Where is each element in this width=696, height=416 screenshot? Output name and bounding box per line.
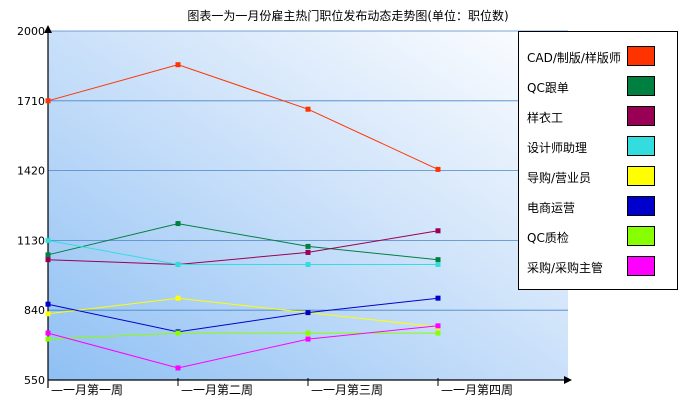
series-line — [47, 239, 438, 265]
data-point — [305, 249, 311, 255]
legend-item: QC跟单 — [527, 76, 672, 98]
y-tick-label: 1710 — [17, 95, 45, 108]
series-line — [47, 297, 439, 328]
legend-swatch — [627, 76, 655, 96]
legend-swatch — [627, 46, 655, 66]
data-point — [435, 323, 441, 329]
legend-item: 电商运营 — [527, 196, 672, 218]
legend-item: 样衣工 — [527, 106, 672, 128]
data-point — [175, 261, 181, 267]
legend: CAD/制版/样版师 QC跟单样衣工设计师助理导购/营业员 电商运营 QC质检采购/采… — [518, 31, 678, 290]
data-point — [45, 98, 51, 104]
data-point — [435, 261, 441, 267]
data-point — [175, 330, 181, 336]
series-line — [47, 297, 439, 333]
data-point — [45, 237, 51, 243]
y-tick-label: 2000 — [17, 25, 45, 38]
x-tick-label: —一月第三周 — [311, 383, 383, 397]
legend-swatch — [627, 256, 655, 276]
data-point — [175, 295, 181, 301]
y-tick-label: 1130 — [17, 234, 45, 247]
x-tick-label: —一月第二周 — [181, 383, 253, 397]
legend-label: QC跟单 — [527, 81, 569, 95]
legend-item: 导购/营业员 — [527, 166, 672, 188]
legend-label: 样衣工 — [527, 111, 564, 125]
legend-swatch — [627, 166, 655, 186]
legend-label: 电商运营 — [527, 201, 576, 215]
legend-label: QC质检 — [527, 231, 569, 245]
x-tick-label: —一月第四周 — [441, 383, 513, 397]
legend-swatch — [627, 226, 655, 246]
data-point — [45, 311, 51, 317]
legend-label: 设计师助理 — [527, 141, 588, 155]
data-point — [175, 221, 181, 227]
legend-label: 导购/营业员 — [527, 171, 592, 185]
legend-item: 设计师助理 — [527, 136, 672, 158]
legend-item: CAD/制版/样版师 — [527, 46, 672, 68]
y-tick-label: 550 — [24, 374, 45, 387]
data-point — [435, 295, 441, 301]
series-line — [47, 332, 438, 340]
legend-label: 采购/采购主管 — [527, 261, 604, 275]
data-point — [45, 252, 51, 258]
data-point — [435, 330, 441, 336]
series-line — [47, 223, 439, 261]
legend-label: CAD/制版/样版师 — [527, 51, 621, 65]
series-line — [47, 230, 439, 266]
x-axis-arrow — [564, 376, 572, 384]
data-point — [435, 228, 441, 234]
data-point — [435, 257, 441, 263]
data-point — [45, 330, 51, 336]
series-line — [47, 325, 439, 369]
legend-swatch — [627, 196, 655, 216]
data-point — [305, 330, 311, 336]
data-point — [175, 62, 181, 68]
data-point — [305, 310, 311, 316]
data-point — [435, 166, 441, 172]
legend-swatch — [627, 136, 655, 156]
series-line — [47, 64, 439, 170]
legend-item: 采购/采购主管 — [527, 256, 672, 278]
data-point — [45, 336, 51, 342]
y-tick-label: 840 — [24, 304, 45, 317]
chart-title: 图表一为一月份雇主热门职位发布动态走势图(单位：职位数) — [187, 9, 509, 23]
legend-swatch — [627, 106, 655, 126]
x-tick-label: —一月第一周 — [51, 383, 123, 397]
data-point — [305, 261, 311, 267]
y-tick-label: 1420 — [17, 165, 45, 178]
data-point — [305, 243, 311, 249]
y-axis-arrow — [44, 25, 52, 33]
plot-background — [48, 31, 568, 380]
legend-item: QC质检 — [527, 226, 672, 248]
data-point — [45, 301, 51, 307]
data-point — [45, 257, 51, 263]
data-point — [305, 336, 311, 342]
data-point — [305, 106, 311, 112]
data-point — [175, 365, 181, 371]
